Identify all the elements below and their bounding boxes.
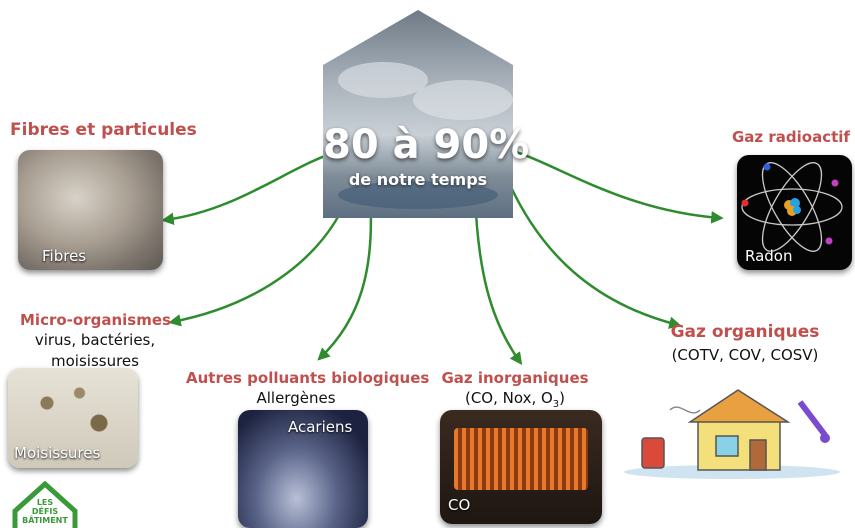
moisissures-image: Moisissures bbox=[8, 368, 138, 468]
arrow-to-fibres bbox=[161, 148, 343, 226]
radon-image-label: Radon bbox=[745, 247, 793, 265]
paint-cartoon-image bbox=[620, 380, 845, 480]
inorg-subtitle-sub: 3 bbox=[552, 399, 560, 410]
arrow-to-bio bbox=[317, 194, 373, 361]
logo-house-icon bbox=[12, 481, 78, 528]
micro-title: Micro-organismes bbox=[20, 311, 171, 329]
atom-icon bbox=[741, 162, 843, 252]
moisissures-image-label: Moisissures bbox=[14, 444, 101, 462]
inorg-subtitle-prefix: (CO, Nox, O bbox=[464, 389, 553, 407]
micro-line1: virus, bactéries, bbox=[34, 331, 156, 349]
inorg-subtitle-suffix: ) bbox=[559, 389, 566, 407]
logo-line1: LES bbox=[36, 498, 54, 507]
central-house: 80 à 90% de notre temps bbox=[323, 10, 530, 218]
arrow-to-radio bbox=[509, 148, 724, 224]
co-image-label: CO bbox=[448, 496, 471, 514]
logo-line3: BÂTIMENT bbox=[22, 516, 68, 525]
acariens-image: Acariens bbox=[238, 410, 368, 528]
co-heater-image: CO bbox=[440, 410, 602, 524]
micro-line2: moisissures bbox=[51, 352, 139, 370]
les-defis-batiment-logo: LES DÉFIS BÂTIMENT bbox=[12, 481, 78, 528]
bio-title: Autres polluants biologiques bbox=[186, 369, 430, 387]
inorg-subtitle: (CO, Nox, O3) bbox=[430, 389, 600, 410]
acariens-image-label: Acariens bbox=[288, 418, 353, 436]
bio-subtitle: Allergènes bbox=[256, 389, 336, 407]
org-title: Gaz organiques bbox=[670, 322, 820, 342]
arrow-to-inorg bbox=[473, 194, 523, 366]
fibres-title: Fibres et particules bbox=[10, 120, 197, 140]
logo-line2: DÉFIS bbox=[31, 507, 59, 516]
heater-grill bbox=[454, 428, 588, 490]
arrow-to-org bbox=[508, 184, 682, 329]
inorg-title: Gaz inorganiques bbox=[441, 369, 589, 387]
fibres-image: Fibres bbox=[18, 150, 163, 270]
house-sky-image bbox=[323, 10, 513, 218]
radon-image: Radon bbox=[737, 155, 852, 270]
center-percent: 80 à 90% bbox=[323, 122, 530, 168]
fibres-image-label: Fibres bbox=[42, 247, 87, 265]
radio-title: Gaz radioactif bbox=[732, 128, 850, 146]
org-subtitle: (COTV, COV, COSV) bbox=[671, 346, 819, 364]
center-subtitle: de notre temps bbox=[348, 170, 488, 189]
